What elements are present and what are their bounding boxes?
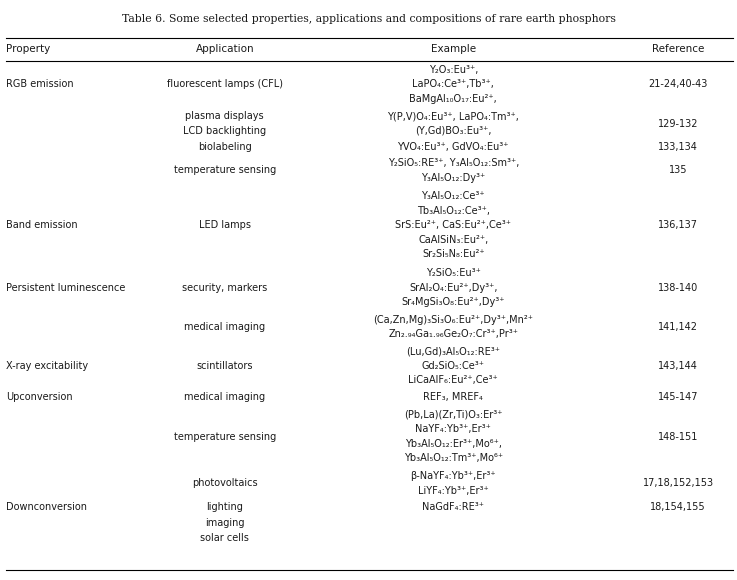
Text: Tb₃Al₅O₁₂:Ce³⁺,: Tb₃Al₅O₁₂:Ce³⁺, (416, 206, 490, 216)
Text: Y(P,V)O₄:Eu³⁺, LaPO₄:Tm³⁺,: Y(P,V)O₄:Eu³⁺, LaPO₄:Tm³⁺, (388, 111, 519, 121)
Text: Y₂SiO₅:RE³⁺, Y₃Al₅O₁₂:Sm³⁺,: Y₂SiO₅:RE³⁺, Y₃Al₅O₁₂:Sm³⁺, (388, 158, 519, 168)
Text: Property: Property (6, 44, 50, 55)
Text: 136,137: 136,137 (658, 220, 698, 230)
Text: 143,144: 143,144 (658, 361, 698, 371)
Text: SrAl₂O₄:Eu²⁺,Dy³⁺,: SrAl₂O₄:Eu²⁺,Dy³⁺, (409, 283, 497, 293)
Text: CaAlSiN₃:Eu²⁺,: CaAlSiN₃:Eu²⁺, (418, 235, 489, 245)
Text: Y₂O₃:Eu³⁺,: Y₂O₃:Eu³⁺, (429, 65, 478, 75)
Text: Y₃Al₅O₁₂:Ce³⁺: Y₃Al₅O₁₂:Ce³⁺ (422, 191, 485, 201)
Text: Yb₃Al₅O₁₂:Er³⁺,Mo⁶⁺,: Yb₃Al₅O₁₂:Er³⁺,Mo⁶⁺, (405, 438, 502, 449)
Text: security, markers: security, markers (182, 283, 268, 293)
Text: Upconversion: Upconversion (6, 393, 72, 403)
Text: Application: Application (195, 44, 254, 55)
Text: LiYF₄:Yb³⁺,Er³⁺: LiYF₄:Yb³⁺,Er³⁺ (418, 485, 489, 496)
Text: 21-24,40-43: 21-24,40-43 (649, 79, 708, 89)
Text: 138-140: 138-140 (658, 283, 698, 293)
Text: RGB emission: RGB emission (6, 79, 74, 89)
Text: Reference: Reference (652, 44, 705, 55)
Text: Persistent luminescence: Persistent luminescence (6, 283, 125, 293)
Text: Zn₂.₉₄Ga₁.₉₆Ge₂O₇:Cr³⁺,Pr³⁺: Zn₂.₉₄Ga₁.₉₆Ge₂O₇:Cr³⁺,Pr³⁺ (388, 329, 518, 339)
Text: (Ca,Zn,Mg)₃Si₃O₆:Eu²⁺,Dy³⁺,Mn²⁺: (Ca,Zn,Mg)₃Si₃O₆:Eu²⁺,Dy³⁺,Mn²⁺ (373, 315, 534, 325)
Text: Example: Example (430, 44, 476, 55)
Text: 133,134: 133,134 (658, 142, 698, 152)
Text: BaMgAl₁₀O₁₇:Eu²⁺,: BaMgAl₁₀O₁₇:Eu²⁺, (409, 94, 497, 104)
Text: Downconversion: Downconversion (6, 502, 87, 512)
Text: NaYF₄:Yb³⁺,Er³⁺: NaYF₄:Yb³⁺,Er³⁺ (416, 425, 491, 434)
Text: SrS:Eu²⁺, CaS:Eu²⁺,Ce³⁺: SrS:Eu²⁺, CaS:Eu²⁺,Ce³⁺ (395, 220, 511, 230)
Text: Y₃Al₅O₁₂:Dy³⁺: Y₃Al₅O₁₂:Dy³⁺ (421, 173, 486, 183)
Text: LaPO₄:Ce³⁺,Tb³⁺,: LaPO₄:Ce³⁺,Tb³⁺, (412, 79, 495, 89)
Text: Sr₄MgSi₃O₈:Eu²⁺,Dy³⁺: Sr₄MgSi₃O₈:Eu²⁺,Dy³⁺ (402, 297, 505, 307)
Text: (Pb,La)(Zr,Ti)O₃:Er³⁺: (Pb,La)(Zr,Ti)O₃:Er³⁺ (404, 410, 503, 420)
Text: 141,142: 141,142 (658, 322, 698, 332)
Text: biolabeling: biolabeling (198, 142, 251, 152)
Text: temperature sensing: temperature sensing (174, 165, 276, 176)
Text: (Lu,Gd)₃Al₅O₁₂:RE³⁺: (Lu,Gd)₃Al₅O₁₂:RE³⁺ (406, 347, 500, 357)
Text: LED lamps: LED lamps (199, 220, 251, 230)
Text: Y₂SiO₅:Eu³⁺: Y₂SiO₅:Eu³⁺ (426, 269, 481, 278)
Text: fluorescent lamps (CFL): fluorescent lamps (CFL) (167, 79, 283, 89)
Text: imaging: imaging (205, 517, 245, 528)
Text: photovoltaics: photovoltaics (192, 478, 258, 488)
Text: medical imaging: medical imaging (184, 393, 265, 403)
Text: X-ray excitability: X-ray excitability (6, 361, 88, 371)
Text: 148-151: 148-151 (658, 432, 698, 441)
Text: REF₃, MREF₄: REF₃, MREF₄ (423, 393, 483, 403)
Text: 18,154,155: 18,154,155 (650, 502, 706, 512)
Text: β-NaYF₄:Yb³⁺,Er³⁺: β-NaYF₄:Yb³⁺,Er³⁺ (411, 472, 496, 481)
Text: LiCaAlF₆:Eu²⁺,Ce³⁺: LiCaAlF₆:Eu²⁺,Ce³⁺ (408, 375, 498, 386)
Text: Yb₃Al₅O₁₂:Tm³⁺,Mo⁶⁺: Yb₃Al₅O₁₂:Tm³⁺,Mo⁶⁺ (404, 453, 503, 463)
Text: Sr₂Si₅N₈:Eu²⁺: Sr₂Si₅N₈:Eu²⁺ (422, 249, 484, 259)
Text: Band emission: Band emission (6, 220, 77, 230)
Text: 17,18,152,153: 17,18,152,153 (643, 478, 713, 488)
Text: 145-147: 145-147 (658, 393, 698, 403)
Text: 135: 135 (668, 165, 688, 176)
Text: 129-132: 129-132 (658, 118, 698, 129)
Text: YVO₄:Eu³⁺, GdVO₄:Eu³⁺: YVO₄:Eu³⁺, GdVO₄:Eu³⁺ (397, 142, 509, 152)
Text: Gd₂SiO₅:Ce³⁺: Gd₂SiO₅:Ce³⁺ (422, 361, 485, 371)
Text: plasma displays: plasma displays (186, 111, 264, 121)
Text: (Y,Gd)BO₃:Eu³⁺,: (Y,Gd)BO₃:Eu³⁺, (415, 126, 492, 136)
Text: NaGdF₄:RE³⁺: NaGdF₄:RE³⁺ (422, 502, 484, 512)
Text: solar cells: solar cells (200, 533, 249, 543)
Text: temperature sensing: temperature sensing (174, 432, 276, 441)
Text: scintillators: scintillators (197, 361, 253, 371)
Text: lighting: lighting (206, 502, 243, 512)
Text: medical imaging: medical imaging (184, 322, 265, 332)
Text: LCD backlighting: LCD backlighting (184, 126, 266, 136)
Text: Table 6. Some selected properties, applications and compositions of rare earth p: Table 6. Some selected properties, appli… (122, 14, 615, 24)
